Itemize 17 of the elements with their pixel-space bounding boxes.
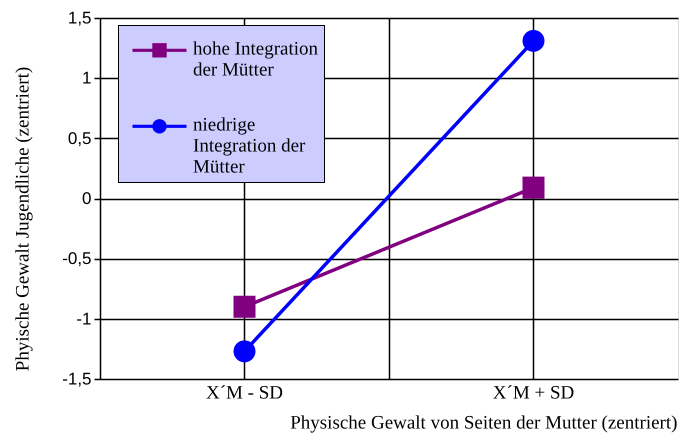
point	[234, 296, 256, 318]
y-tick-label: 0,5	[68, 128, 92, 148]
y-tick-label: 1,5	[68, 8, 92, 28]
point	[522, 176, 544, 199]
y-tick-label: -0,5	[62, 249, 92, 268]
y-tick-label: -1	[76, 309, 92, 328]
x-tick-label: X´M + SD	[492, 382, 574, 404]
legend-label: niedrige Integration der Mütter	[193, 114, 306, 178]
y-tick-label: 0	[82, 189, 92, 208]
y-axis-title: Phyische Gewalt Jugendliche (zentriert)	[12, 66, 34, 372]
legend-label: hohe Integration der Mütter	[193, 38, 319, 80]
y-tick-label: -1,5	[62, 370, 92, 388]
x-axis-title: Physische Gewalt von Seiten der Mutter (zentriert)	[290, 412, 678, 434]
point	[522, 30, 544, 52]
y-tick-label: 1	[82, 68, 92, 88]
point	[234, 340, 256, 362]
x-tick-label: X´M - SD	[206, 382, 284, 404]
